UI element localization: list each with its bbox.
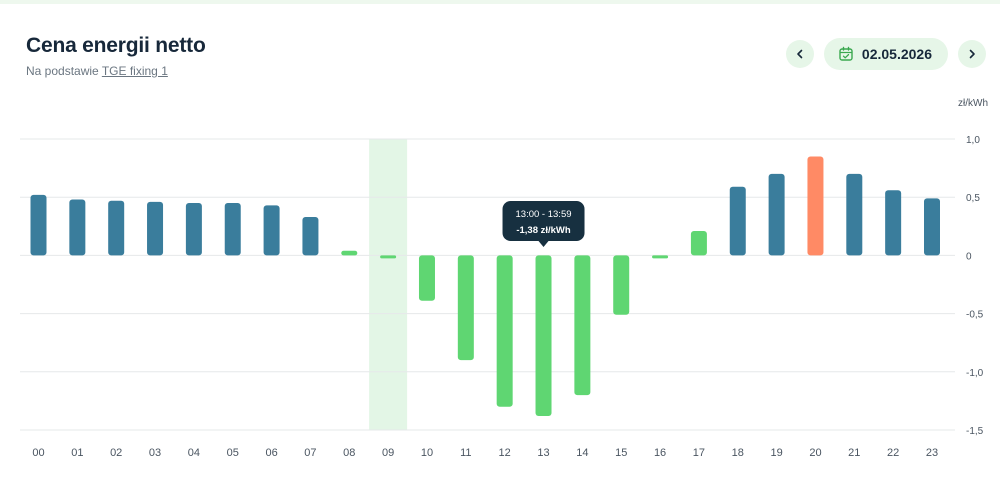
x-tick-label: 14 [576, 447, 588, 459]
bar-10[interactable] [418, 255, 435, 301]
tooltip-pointer [538, 241, 549, 247]
subtitle-prefix: Na podstawie [26, 64, 99, 78]
x-tick-label: 20 [809, 447, 821, 459]
bar-09[interactable] [380, 255, 397, 259]
selected-date: 02.05.2026 [861, 46, 932, 62]
tooltip-range: 13:00 - 13:59 [516, 209, 572, 220]
bar-13[interactable] [535, 255, 552, 417]
x-tick-label: 07 [304, 447, 316, 459]
bar-00[interactable] [30, 194, 47, 256]
y-tick-label: 0,5 [966, 193, 980, 204]
x-tick-label: 08 [343, 447, 355, 459]
x-tick-label: 06 [265, 447, 277, 459]
bar-07[interactable] [302, 216, 319, 256]
top-strip [0, 0, 1000, 4]
y-tick-label: 1,0 [966, 135, 980, 146]
x-tick-label: 13 [537, 447, 549, 459]
bar-01[interactable] [69, 199, 86, 256]
x-tick-label: 03 [149, 447, 161, 459]
bar-23[interactable] [924, 198, 940, 256]
bar-02[interactable] [108, 200, 125, 256]
x-tick-label: 22 [887, 447, 899, 459]
bar-16[interactable] [652, 255, 669, 259]
bar-14[interactable] [574, 255, 591, 396]
bar-20[interactable] [807, 156, 824, 256]
bar-19[interactable] [768, 173, 785, 256]
previous-day-button[interactable] [785, 40, 814, 68]
date-picker-button[interactable]: 02.05.2026 [823, 38, 948, 70]
x-tick-label: 02 [110, 447, 122, 459]
x-tick-label: 19 [770, 447, 782, 459]
x-tick-label: 09 [382, 447, 394, 459]
x-tick-label: 00 [32, 447, 44, 459]
bar-15[interactable] [613, 255, 630, 315]
x-tick-label: 04 [188, 447, 200, 459]
next-day-button[interactable] [958, 40, 986, 68]
chart-subtitle: Na podstawie TGE fixing 1 [26, 64, 206, 78]
x-tick-label: 21 [848, 447, 860, 459]
bar-21[interactable] [846, 173, 863, 256]
x-tick-label: 12 [499, 447, 511, 459]
bar-05[interactable] [224, 203, 241, 256]
calendar-check-icon [839, 46, 853, 61]
bar-11[interactable] [457, 255, 474, 361]
bar-22[interactable] [885, 190, 902, 256]
chevron-left-icon [797, 49, 803, 59]
tooltip-box [502, 201, 585, 241]
x-tick-label: 18 [732, 447, 744, 459]
x-tick-label: 10 [421, 447, 433, 459]
bar-12[interactable] [496, 255, 513, 407]
tooltip-value: -1,38 zł/kWh [516, 225, 571, 236]
y-tick-label: -1,0 [966, 368, 984, 379]
y-tick-label: -0,5 [966, 310, 984, 321]
x-tick-label: 05 [227, 447, 239, 459]
x-tick-label: 16 [654, 447, 666, 459]
bar-17[interactable] [690, 230, 707, 256]
bar-06[interactable] [263, 205, 280, 256]
bar-03[interactable] [147, 201, 164, 256]
date-navigation: 02.05.2026 [785, 38, 986, 70]
x-tick-label: 17 [693, 447, 705, 459]
x-tick-label: 01 [71, 447, 83, 459]
chart-header: Cena energii netto Na podstawie TGE fixi… [26, 34, 206, 78]
bar-04[interactable] [185, 203, 202, 256]
y-tick-label: -1,5 [966, 426, 984, 437]
bar-18[interactable] [729, 186, 746, 256]
chevron-right-icon [969, 49, 975, 59]
y-tick-label: 0 [966, 251, 972, 262]
bar-08[interactable] [341, 250, 358, 256]
y-axis-unit: zł/kWh [958, 98, 988, 109]
price-tooltip: 13:00 - 13:59 -1,38 zł/kWh [502, 201, 585, 247]
highlight-band [369, 139, 408, 430]
chart-title: Cena energii netto [26, 34, 206, 57]
x-tick-label: 11 [460, 447, 471, 459]
x-tick-label: 23 [926, 447, 938, 459]
x-tick-label: 15 [615, 447, 627, 459]
source-link[interactable]: TGE fixing 1 [101, 64, 168, 78]
